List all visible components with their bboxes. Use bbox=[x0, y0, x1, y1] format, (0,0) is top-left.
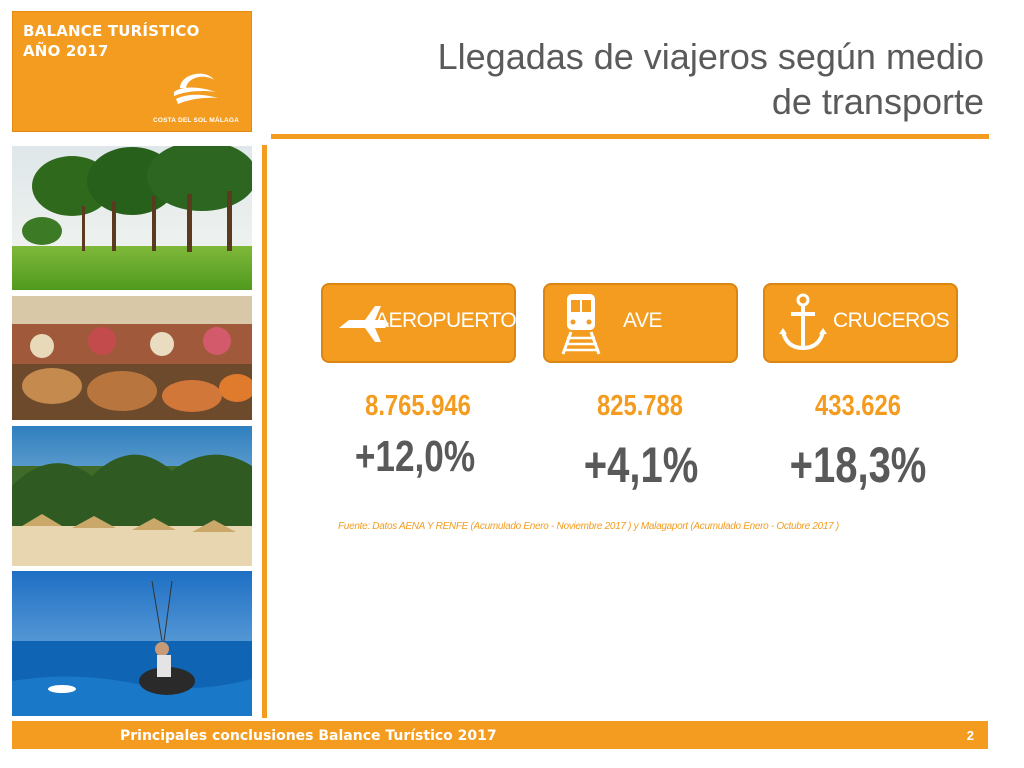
cruises-value: 433.626 bbox=[815, 390, 901, 422]
ave-change: +4,1% bbox=[583, 437, 699, 493]
ave-card-label: AVE bbox=[623, 309, 662, 332]
cruises-card-label: CRUCEROS bbox=[833, 309, 950, 332]
market-stall-photo bbox=[12, 296, 252, 420]
ave-value: 825.788 bbox=[597, 390, 683, 422]
golf-course-photo bbox=[12, 146, 252, 290]
beach-palms-photo bbox=[12, 426, 252, 566]
airport-value: 8.765.946 bbox=[365, 390, 471, 422]
source-note: Fuente: Datos AENA Y RENFE (Acumulado En… bbox=[338, 521, 839, 532]
footer-bar: Principales conclusiones Balance Turísti… bbox=[12, 721, 988, 749]
page-number: 2 bbox=[966, 728, 974, 743]
airport-card: AEROPUERTO bbox=[321, 283, 517, 363]
airport-change: +12,0% bbox=[354, 432, 476, 481]
airplane-icon bbox=[339, 306, 389, 342]
paraglider-sea-photo bbox=[12, 571, 252, 716]
cruises-change: +18,3% bbox=[789, 437, 927, 493]
anchor-icon bbox=[779, 293, 827, 351]
title-underline bbox=[271, 134, 989, 139]
train-icon bbox=[561, 294, 601, 355]
logo-text: COSTA DEL SOL MÁLAGA bbox=[152, 117, 240, 124]
slide-title: Llegadas de viajeros según medio de tran… bbox=[437, 36, 984, 122]
cruises-card: CRUCEROS bbox=[763, 283, 958, 363]
vertical-divider bbox=[262, 145, 267, 718]
brand-header-box: BALANCE TURÍSTICO AÑO 2017 COSTA DEL SOL… bbox=[12, 11, 252, 132]
ave-card: AVE bbox=[543, 283, 738, 363]
brand-title: BALANCE TURÍSTICO AÑO 2017 bbox=[23, 22, 200, 60]
airport-card-label: AEROPUERTO bbox=[375, 309, 517, 332]
costa-del-sol-logo: COSTA DEL SOL MÁLAGA bbox=[146, 66, 246, 130]
footer-text: Principales conclusiones Balance Turísti… bbox=[120, 728, 497, 744]
